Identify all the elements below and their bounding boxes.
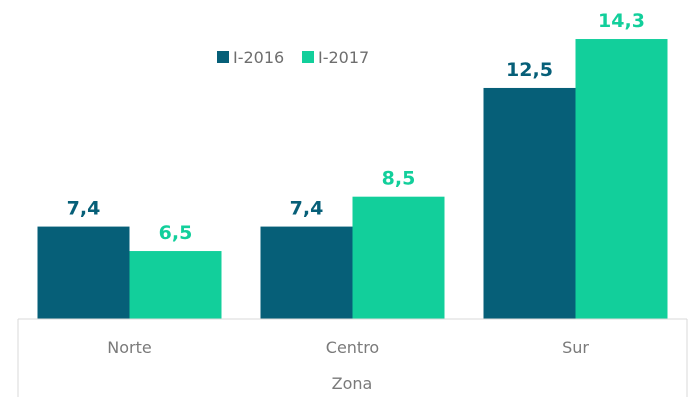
data-label: 7,4 [67,198,101,220]
data-label: 14,3 [598,10,645,32]
x-tick-label: Sur [562,338,589,357]
x-axis-title: Zona [332,374,373,393]
legend: I-2016 I-2017 [217,48,369,67]
legend-label-1: I-2017 [318,48,369,67]
legend-swatch-1 [302,51,314,63]
data-label: 12,5 [506,59,553,81]
bar-centro-i-2016 [260,226,353,319]
legend-swatch-0 [217,51,229,63]
data-label: 8,5 [382,168,416,190]
data-label: 7,4 [290,198,324,220]
bar-norte-i-2017 [129,251,222,319]
bar-sur-i-2016 [483,87,576,319]
axis-box [17,318,688,397]
bar-norte-i-2016 [37,226,130,319]
x-tick-label: Norte [107,338,151,357]
legend-label-0: I-2016 [233,48,284,67]
data-label: 6,5 [159,222,193,244]
bar-sur-i-2017 [575,39,668,319]
bar-centro-i-2017 [352,196,445,319]
x-tick-label: Centro [326,338,379,357]
